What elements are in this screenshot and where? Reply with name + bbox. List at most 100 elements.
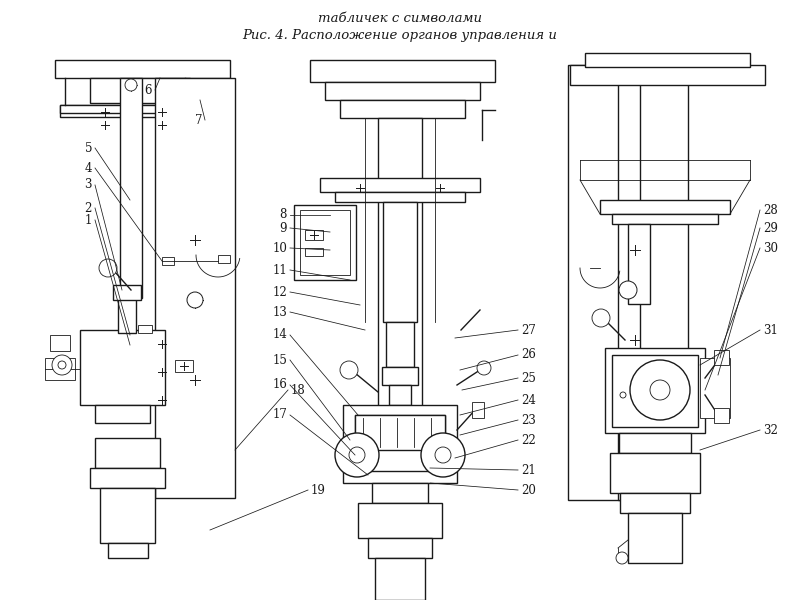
Text: 28: 28	[763, 203, 778, 217]
Text: 5: 5	[85, 142, 92, 154]
Circle shape	[630, 360, 690, 420]
Text: 14: 14	[272, 329, 287, 341]
Bar	[628, 224, 650, 304]
Bar	[218, 255, 230, 263]
Circle shape	[616, 552, 628, 564]
Text: 30: 30	[763, 241, 778, 254]
Text: Рис. 4. Расположение органов управления и: Рис. 4. Расположение органов управления …	[242, 28, 558, 41]
Circle shape	[335, 433, 379, 477]
Text: 25: 25	[521, 371, 536, 385]
Bar	[60, 105, 210, 117]
Text: 11: 11	[272, 263, 287, 277]
Bar	[55, 60, 230, 78]
Bar	[305, 248, 323, 256]
Bar	[714, 350, 729, 365]
Text: 10: 10	[272, 241, 287, 254]
Bar	[90, 468, 165, 488]
Bar	[108, 543, 148, 558]
Bar	[310, 60, 495, 82]
Bar	[305, 230, 323, 240]
Text: 19: 19	[311, 484, 326, 497]
Circle shape	[421, 433, 465, 477]
Circle shape	[58, 361, 66, 369]
Text: 31: 31	[763, 323, 778, 337]
Bar	[568, 65, 688, 500]
Bar	[600, 200, 730, 214]
Bar	[472, 402, 484, 418]
Circle shape	[125, 79, 137, 91]
Bar	[378, 118, 422, 438]
Text: 3: 3	[85, 179, 92, 191]
Circle shape	[619, 281, 637, 299]
Bar	[294, 205, 356, 280]
Bar	[162, 257, 174, 265]
Bar	[175, 360, 193, 372]
Bar	[60, 105, 210, 113]
Bar	[389, 385, 411, 405]
Bar	[714, 408, 729, 423]
Text: 29: 29	[763, 221, 778, 235]
Text: 23: 23	[521, 413, 536, 427]
Bar	[368, 538, 432, 558]
Bar	[610, 453, 700, 493]
Text: 7: 7	[194, 113, 202, 127]
Bar	[90, 78, 190, 103]
Bar	[343, 405, 457, 483]
Bar	[700, 358, 730, 418]
Text: 9: 9	[279, 221, 287, 235]
Circle shape	[592, 309, 610, 327]
Text: 24: 24	[521, 394, 536, 407]
Bar	[45, 358, 75, 380]
Text: 4: 4	[85, 161, 92, 175]
Bar	[585, 53, 750, 67]
Circle shape	[650, 380, 670, 400]
Bar	[325, 82, 480, 100]
Bar	[620, 493, 690, 513]
Text: 16: 16	[272, 379, 287, 391]
Bar	[612, 214, 718, 224]
Bar	[138, 325, 152, 333]
Bar	[80, 330, 165, 405]
Circle shape	[340, 361, 358, 379]
Bar	[113, 285, 141, 300]
Bar	[383, 202, 417, 322]
Bar	[372, 483, 428, 503]
Text: 21: 21	[521, 463, 536, 476]
Bar	[358, 503, 442, 538]
Bar	[355, 415, 445, 450]
Bar	[95, 438, 160, 468]
Circle shape	[477, 361, 491, 375]
Bar	[386, 322, 414, 367]
Text: 18: 18	[291, 383, 306, 397]
Bar	[50, 335, 70, 351]
Bar	[605, 348, 705, 433]
Bar	[320, 178, 480, 192]
Circle shape	[52, 355, 72, 375]
Text: 8: 8	[280, 208, 287, 221]
Text: 2: 2	[85, 202, 92, 214]
Bar	[618, 65, 640, 500]
Circle shape	[187, 292, 203, 308]
Text: 17: 17	[272, 409, 287, 421]
Text: 20: 20	[521, 484, 536, 497]
Bar	[628, 513, 682, 563]
Bar	[612, 355, 698, 427]
Text: табличек с символами: табличек с символами	[318, 11, 482, 25]
Circle shape	[620, 392, 626, 398]
Circle shape	[435, 447, 451, 463]
Bar	[100, 488, 155, 543]
Bar	[375, 558, 425, 600]
Text: 13: 13	[272, 305, 287, 319]
Bar	[619, 433, 691, 453]
Text: 12: 12	[272, 286, 287, 298]
Bar	[300, 210, 350, 275]
Text: 26: 26	[521, 349, 536, 361]
Bar	[118, 298, 136, 333]
Text: 6: 6	[145, 83, 152, 97]
Bar	[120, 78, 142, 298]
Bar	[95, 405, 150, 423]
Circle shape	[99, 259, 117, 277]
Bar	[155, 78, 235, 498]
Text: 1: 1	[85, 214, 92, 226]
Text: 32: 32	[763, 424, 778, 437]
